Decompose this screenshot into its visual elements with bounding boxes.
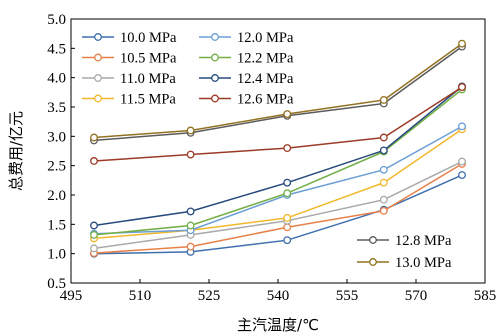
data-point	[90, 157, 98, 165]
data-point	[379, 165, 388, 174]
data-point	[283, 144, 292, 153]
data-point	[90, 244, 98, 253]
legend-label-7: 12.4 MPa	[237, 71, 294, 87]
legend-label-1: 10.0 MPa	[120, 30, 177, 46]
x-tick-label: 555	[336, 288, 359, 304]
data-point	[458, 83, 466, 92]
y-tick-label: 1.0	[47, 247, 66, 263]
y-tick-label: 4.0	[47, 71, 66, 87]
data-point	[90, 230, 98, 239]
y-tick-label: 0.5	[47, 276, 66, 292]
legend-label-10: 13.0 MPa	[395, 255, 452, 271]
data-point	[379, 133, 388, 142]
data-point	[458, 157, 466, 166]
data-point	[458, 122, 466, 131]
x-tick-label: 525	[198, 288, 221, 304]
data-point	[186, 207, 195, 216]
x-tick-label: 540	[267, 288, 290, 304]
data-point	[186, 221, 195, 230]
data-point	[283, 213, 292, 222]
legend-marker-3	[94, 74, 102, 82]
data-point	[379, 178, 388, 187]
legend-marker-9	[369, 236, 377, 244]
legend-label-5: 12.0 MPa	[237, 30, 294, 46]
data-point	[186, 242, 195, 251]
legend-marker-1	[94, 33, 102, 41]
data-point	[379, 195, 388, 204]
data-point	[458, 39, 466, 48]
y-tick-label: 1.5	[47, 217, 66, 233]
legend-marker-6	[211, 53, 219, 62]
data-point	[283, 189, 292, 198]
x-tick-label: 585	[474, 288, 497, 304]
y-axis-label: 总费用/亿元	[7, 111, 25, 191]
data-point	[379, 96, 388, 104]
legend-marker-5	[211, 33, 219, 41]
legend-label-8: 12.6 MPa	[237, 92, 294, 108]
data-point	[90, 221, 98, 230]
y-tick-label: 4.5	[47, 41, 66, 57]
y-tick-label: 3.5	[47, 100, 66, 116]
data-point	[283, 178, 292, 187]
data-point	[90, 133, 98, 142]
x-tick-label: 570	[405, 288, 428, 304]
y-tick-label: 3.0	[47, 129, 66, 145]
legend-marker-7	[211, 74, 219, 82]
data-point	[186, 150, 195, 159]
data-point	[379, 206, 388, 215]
y-tick-label: 5.0	[47, 12, 66, 28]
x-axis-label: 主汽温度/℃	[237, 316, 319, 334]
legend-marker-4	[94, 94, 102, 103]
y-tick-label: 2.5	[47, 159, 66, 175]
legend-label-4: 11.5 MPa	[120, 92, 176, 108]
y-tick-label: 2.0	[47, 188, 66, 204]
legend-marker-2	[94, 53, 102, 62]
series-line-6	[93, 88, 463, 236]
legend-marker-10	[369, 258, 377, 266]
legend-label-9: 12.8 MPa	[395, 233, 452, 249]
data-point	[458, 171, 466, 180]
data-point	[283, 236, 292, 245]
x-tick-label: 495	[60, 288, 83, 304]
legend-label-3: 11.0 MPa	[120, 71, 176, 87]
data-point	[379, 146, 388, 155]
data-point	[283, 110, 292, 118]
legend-label-6: 12.2 MPa	[237, 51, 294, 67]
data-point	[186, 126, 195, 135]
x-tick-label: 510	[129, 288, 152, 304]
legend-label-2: 10.5 MPa	[120, 51, 177, 67]
data-point	[283, 223, 292, 232]
legend-marker-8	[211, 94, 219, 103]
